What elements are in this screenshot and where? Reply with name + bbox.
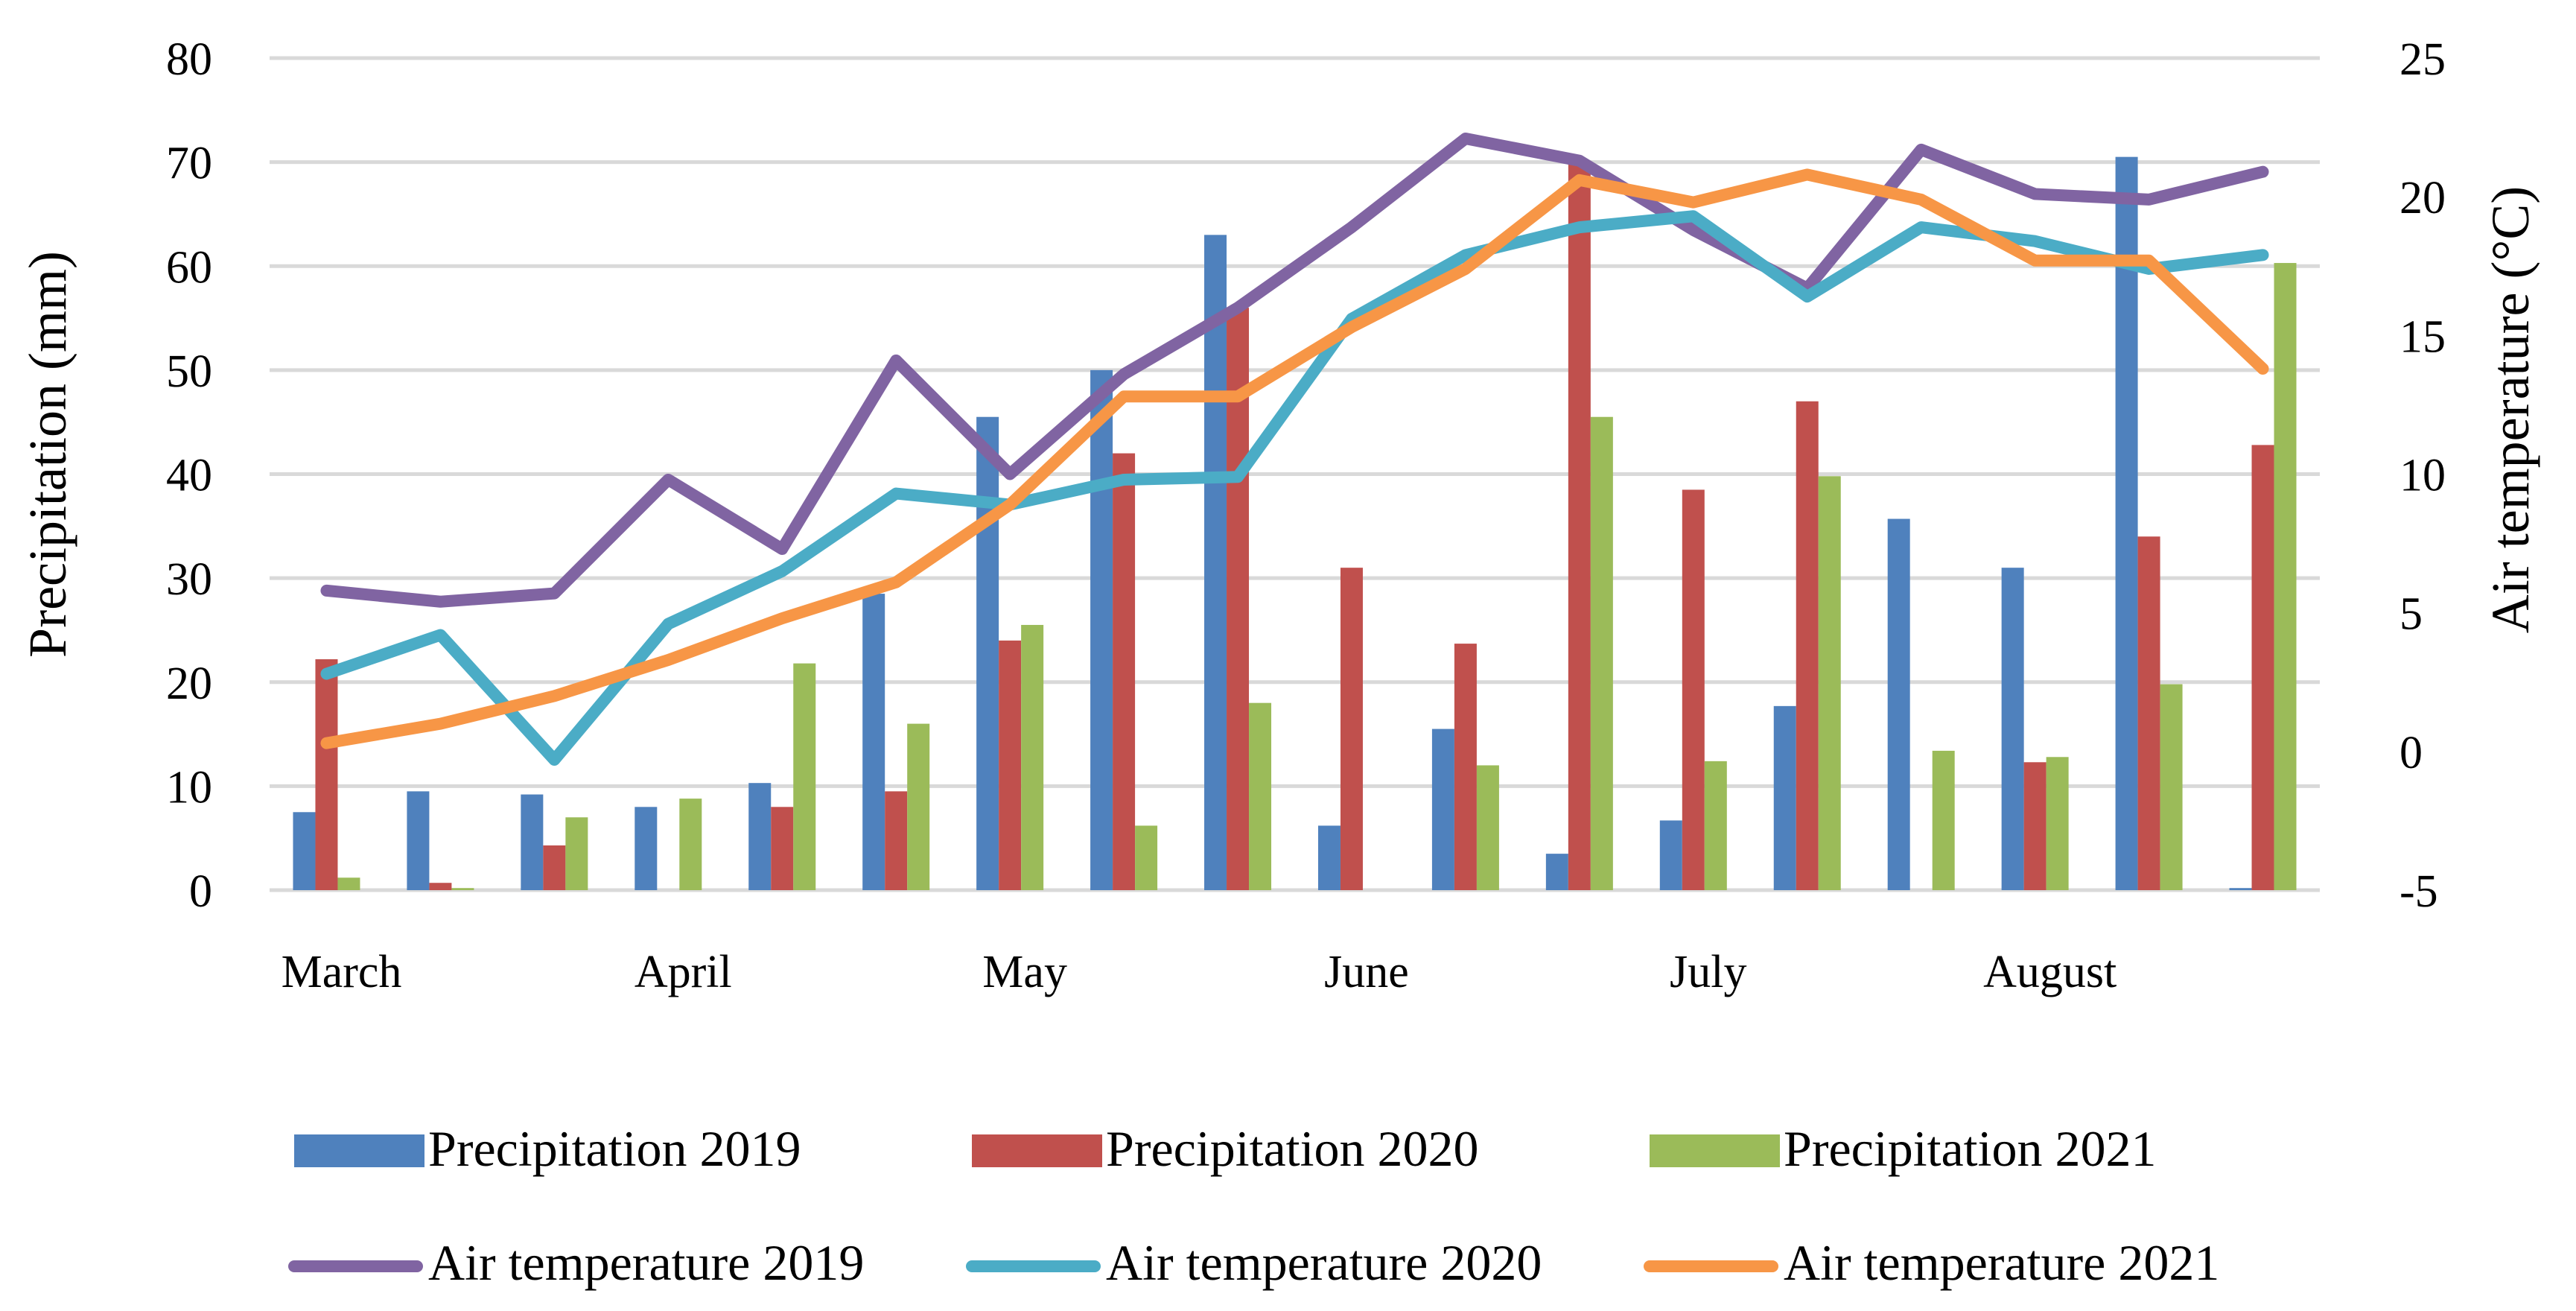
legend-swatch <box>294 1134 424 1167</box>
bar <box>679 799 702 890</box>
legend: Precipitation 2019 Precipitation 2020 Prec… <box>288 1120 2219 1291</box>
bar-series-1 <box>293 156 2252 891</box>
bar-series-3 <box>337 263 2297 890</box>
bar <box>543 845 566 890</box>
x-tick-label-april: April <box>635 947 732 997</box>
x-tick-label-july: July <box>1670 947 1746 997</box>
line-series-group <box>320 132 2269 766</box>
bar <box>1773 705 1796 890</box>
bar <box>293 812 316 890</box>
y-tick-label: 70 <box>166 139 212 189</box>
y-tick-label: 50 <box>166 346 212 397</box>
line-series-1 <box>320 132 2269 608</box>
bar <box>429 883 452 890</box>
bar <box>1590 416 1613 890</box>
y-tick-label: 10 <box>166 762 212 813</box>
bar <box>862 594 885 890</box>
bar <box>337 877 360 890</box>
bar <box>1682 489 1705 890</box>
legend-label: Precipitation 2019 <box>428 1120 801 1177</box>
line-series-3 <box>320 168 2269 749</box>
bar <box>1340 568 1363 890</box>
bar <box>315 659 338 890</box>
y2-tick-label: 10 <box>2400 451 2446 501</box>
y2-axis-title: Air temperature (°C) <box>2481 186 2540 634</box>
bar <box>1796 401 1819 890</box>
x-tick-label-may: May <box>982 947 1067 997</box>
y-tick-label: 20 <box>166 658 212 709</box>
y-tick-label: 80 <box>166 34 212 85</box>
bar <box>2251 445 2274 890</box>
bar <box>1932 750 1955 890</box>
bar <box>1135 825 1158 890</box>
bar <box>999 640 1022 890</box>
bar <box>451 888 474 890</box>
bar <box>2115 156 2138 891</box>
bar <box>1113 453 1136 890</box>
legend-label: Air temperature 2020 <box>1106 1234 1542 1291</box>
x-tick-label-august: August <box>1983 947 2117 997</box>
bar <box>1249 702 1272 890</box>
bar <box>1021 624 1044 890</box>
legend-label: Air temperature 2019 <box>428 1234 864 1291</box>
bar <box>1476 765 1499 890</box>
bar <box>748 783 772 890</box>
y-tick-label: 40 <box>166 451 212 501</box>
bar <box>635 807 658 890</box>
bar <box>1659 820 1682 890</box>
y2-tick-label: 20 <box>2400 173 2446 223</box>
bar <box>2274 263 2297 890</box>
y2-tick-label: -5 <box>2400 866 2438 917</box>
legend-label: Precipitation 2021 <box>1784 1120 2156 1177</box>
bar <box>885 791 908 890</box>
bar <box>1545 854 1568 890</box>
bar <box>1431 728 1454 890</box>
bar <box>1887 518 1910 890</box>
y2-tick-label: 0 <box>2400 728 2423 778</box>
y2-tick-label: 15 <box>2400 311 2446 362</box>
y-tick-label: 30 <box>166 554 212 605</box>
x-tick-label-june: June <box>1324 947 1409 997</box>
legend-label: Air temperature 2021 <box>1784 1234 2219 1291</box>
bar <box>907 723 930 890</box>
bar <box>1818 476 1841 890</box>
bar <box>2046 757 2069 890</box>
y2-tick-label: 25 <box>2400 34 2446 85</box>
bar <box>565 817 588 890</box>
y-axis-title: Precipitation (mm) <box>18 251 77 658</box>
bar <box>1704 761 1727 890</box>
bar <box>976 416 999 890</box>
bar <box>2023 762 2047 890</box>
bar <box>793 663 816 890</box>
bar <box>2137 536 2160 890</box>
legend-label: Precipitation 2020 <box>1106 1120 1478 1177</box>
bar <box>2160 684 2183 890</box>
bar <box>1454 644 1477 890</box>
bar <box>2229 888 2252 890</box>
bar <box>407 791 430 890</box>
bar <box>1227 308 1250 891</box>
x-tick-label-march: March <box>282 947 402 997</box>
axes: 0 10 20 30 40 50 60 70 80 -5 0 5 10 15 20 25 March April M… <box>166 34 2446 997</box>
bar <box>1568 162 1591 890</box>
y-tick-label: 60 <box>166 242 212 293</box>
bar <box>1090 369 1113 890</box>
bar <box>1204 235 1227 890</box>
bar <box>521 794 544 890</box>
bar-series-2 <box>315 162 2274 891</box>
bar-series-group <box>293 156 2297 891</box>
bar <box>1317 825 1341 890</box>
y2-tick-label: 5 <box>2400 589 2423 640</box>
y-tick-label: 0 <box>189 866 212 917</box>
legend-swatch <box>1650 1134 1780 1167</box>
legend-swatch <box>972 1134 1102 1167</box>
bar <box>2001 568 2024 890</box>
line-series-2 <box>320 210 2269 766</box>
bar <box>771 807 794 890</box>
